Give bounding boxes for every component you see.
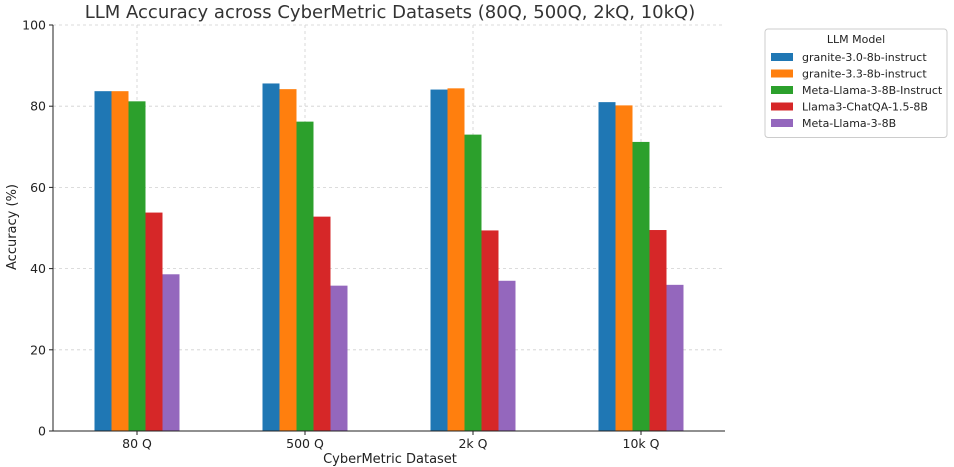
legend-label: Llama3-ChatQA-1.5-8B [802, 101, 928, 114]
legend-label: Meta-Llama-3-8B [802, 117, 896, 130]
y-tick-label: 100 [22, 18, 46, 33]
y-tick-label: 60 [30, 180, 46, 195]
bar [464, 134, 482, 431]
bar [279, 89, 297, 431]
bar [498, 280, 516, 431]
bar [262, 83, 280, 432]
legend-title: LLM Model [827, 33, 885, 46]
bar [481, 230, 499, 431]
bar [94, 91, 112, 431]
y-tick-label: 80 [30, 99, 46, 114]
legend-swatch [771, 119, 793, 127]
legend-box [764, 28, 948, 138]
bar [296, 121, 314, 432]
y-tick-label: 0 [38, 424, 46, 439]
bar [330, 285, 348, 431]
axes: 0 20 40 60 80 100 80 Q 500 Q 2k Q 10k Q [22, 18, 725, 451]
x-tick-label: 500 Q [286, 436, 324, 451]
legend-label: Meta-Llama-3-8B-Instruct [802, 84, 943, 97]
bar [111, 91, 129, 431]
bar [649, 230, 667, 431]
x-axis-label: CyberMetric Dataset [323, 452, 457, 467]
bar [615, 105, 633, 431]
legend-swatch [771, 69, 793, 78]
bar [128, 101, 146, 431]
bar [666, 284, 684, 431]
bar [145, 212, 163, 431]
legend-swatch [771, 86, 793, 94]
x-tick-label: 80 Q [122, 436, 152, 451]
chart-title: LLM Accuracy across CyberMetric Datasets… [85, 2, 696, 23]
bar [598, 102, 616, 431]
bar [313, 216, 331, 431]
legend-swatch [771, 53, 793, 61]
bars [94, 83, 684, 432]
bar [162, 274, 180, 431]
x-tick-label: 10k Q [623, 436, 660, 451]
legend: LLM Model granite-3.0-8b-instruct granite-… [764, 28, 948, 138]
bar [430, 89, 448, 431]
bar [447, 88, 465, 431]
legend-label: granite-3.0-8b-instruct [802, 51, 927, 64]
legend-label: granite-3.3-8b-instruct [802, 68, 927, 81]
y-tick-label: 20 [30, 342, 46, 357]
y-tick-label: 40 [30, 261, 46, 276]
bar [632, 141, 650, 432]
x-tick-label: 2k Q [458, 436, 487, 451]
legend-swatch [771, 102, 793, 111]
y-axis-label: Accuracy (%) [5, 184, 20, 270]
